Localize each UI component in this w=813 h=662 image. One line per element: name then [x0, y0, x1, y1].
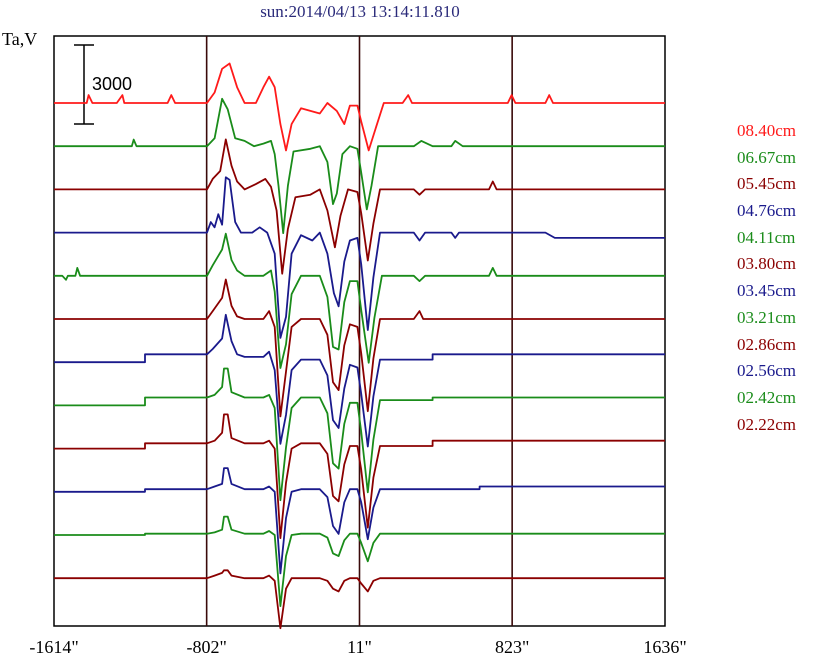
- legend-entry: 04.76cm: [737, 201, 797, 221]
- x-tick-label: -1614": [29, 637, 79, 657]
- series-line: [54, 515, 665, 607]
- legend: 08.40cm 06.67cm 05.45cm 04.76cm 04.11cm 03.80…: [737, 120, 796, 440]
- series-line: [54, 313, 665, 448]
- chart-title: sun:2014/04/13 13:14:11.810: [260, 2, 460, 21]
- x-tick-label: -802": [186, 637, 227, 657]
- y-axis-label: Ta,V: [2, 29, 38, 49]
- series-line: [54, 232, 665, 369]
- series-line: [54, 138, 665, 275]
- scale-bar: [74, 44, 94, 125]
- series-line: [54, 176, 665, 339]
- series-line: [54, 278, 665, 418]
- series-line: [54, 367, 665, 502]
- legend-entry: 03.45cm: [737, 281, 797, 301]
- scale-bar-label: 3000: [92, 74, 133, 94]
- legend-entry: 04.11cm: [737, 227, 796, 247]
- legend-entry: 02.56cm: [737, 361, 797, 381]
- x-tick-label: 11": [347, 637, 372, 657]
- legend-entry: 08.40cm: [737, 121, 797, 140]
- legend-entry: 03.80cm: [737, 254, 797, 274]
- series-line: [54, 97, 665, 234]
- legend-entry: 02.42cm: [737, 387, 797, 407]
- series-line: [54, 569, 665, 630]
- series-line: [54, 413, 665, 539]
- legend-entry: 02.86cm: [737, 334, 797, 354]
- series-line: [54, 62, 665, 152]
- legend-entry: 03.21cm: [737, 307, 797, 327]
- x-tick-label: 1636": [643, 637, 687, 657]
- series-line: [54, 467, 665, 575]
- x-tick-label: 823": [494, 637, 530, 657]
- legend-entry: 02.22cm: [737, 414, 797, 434]
- legend-entry: 05.45cm: [737, 174, 797, 194]
- legend-entry: 06.67cm: [737, 147, 797, 167]
